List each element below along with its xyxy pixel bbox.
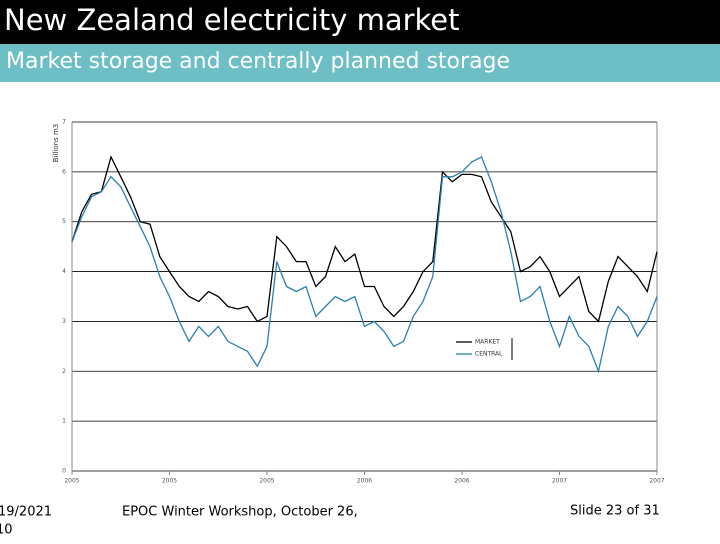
y-tick-label: 3	[62, 318, 66, 325]
x-tick-label: 2005	[64, 478, 79, 485]
footer-date: 10	[0, 523, 13, 538]
slide-title: New Zealand electricity market	[4, 3, 460, 37]
legend-label: CENTRAL	[475, 351, 503, 358]
footer-event: EPOC Winter Workshop, October 26,	[122, 505, 358, 520]
x-tick-label: 2007	[552, 478, 567, 485]
footer-date: 19/2021	[0, 505, 52, 520]
x-tick-label: 2006	[357, 478, 372, 485]
y-tick-label: 2	[62, 368, 66, 375]
y-tick-label: 0	[62, 468, 66, 475]
y-tick-label: 6	[62, 168, 66, 175]
series-line	[71, 155, 658, 323]
footer-slide: Slide 23 of 31	[570, 504, 660, 519]
y-tick-label: 5	[62, 218, 66, 225]
x-tick-label: 2005	[162, 478, 177, 485]
x-tick-label: 2006	[454, 478, 469, 485]
subtitle-bar	[0, 44, 720, 82]
title-bar	[0, 0, 720, 44]
legend-label: MARKET	[475, 339, 500, 346]
slide-subtitle: Market storage and centrally planned sto…	[6, 49, 510, 74]
x-tick-label: 2007	[649, 478, 664, 485]
y-axis-label: Billions m3	[52, 124, 60, 162]
y-tick-label: 1	[62, 418, 66, 425]
x-tick-label: 2005	[259, 478, 274, 485]
series-line	[71, 155, 658, 374]
y-tick-label: 4	[62, 268, 66, 275]
y-tick-label: 7	[62, 119, 66, 126]
